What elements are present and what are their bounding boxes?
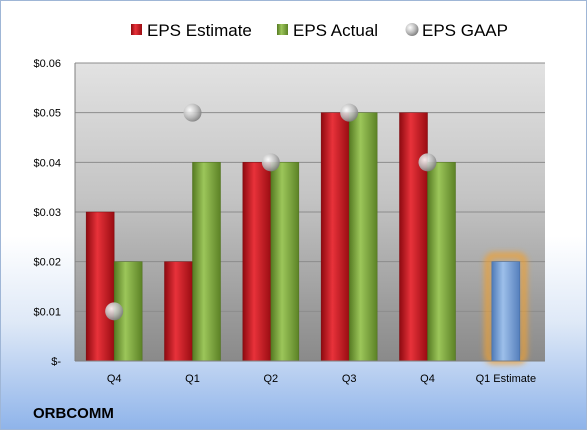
marker-eps-gaap [340, 103, 359, 122]
legend: EPS Estimate EPS Actual EPS GAAP [131, 21, 508, 40]
bar-q1-estimate [491, 261, 521, 362]
legend-label: EPS GAAP [422, 21, 508, 40]
bars [85, 112, 528, 365]
x-tick-label: Q3 [342, 373, 357, 385]
bar-eps-estimate [242, 162, 272, 362]
bar-eps-actual [192, 162, 221, 362]
y-tick-label: $0.06 [33, 58, 61, 70]
legend-swatch [277, 24, 288, 35]
legend-label: EPS Actual [293, 21, 378, 40]
y-tick-label: $0.03 [33, 207, 61, 219]
bar-eps-actual [427, 162, 456, 362]
gaap-markers [105, 103, 437, 321]
y-tick-label: $0.05 [33, 108, 61, 120]
bar-eps-estimate [85, 211, 115, 362]
axes: $0.06 $0.05 $0.04 $0.03 $0.02 $0.01 $- Q4 Q1 Q2 Q3… [33, 58, 545, 385]
x-tick-label: Q4 [107, 373, 122, 385]
marker-eps-gaap [418, 153, 437, 172]
marker-eps-gaap [261, 153, 280, 172]
marker-eps-gaap [105, 302, 124, 321]
company-label: ORBCOMM [33, 405, 114, 422]
x-tick-label: Q1 [185, 373, 200, 385]
x-tick-label: Q2 [263, 373, 278, 385]
bar-eps-actual [348, 112, 378, 362]
x-tick-label: Q4 [420, 373, 435, 385]
bar-eps-actual [270, 162, 300, 362]
marker-eps-gaap [183, 103, 202, 122]
bar-eps-estimate [320, 112, 350, 362]
legend-swatch [405, 23, 419, 36]
legend-label: EPS Estimate [147, 21, 252, 40]
y-tick-label: $0.02 [33, 257, 61, 269]
bar-eps-estimate [399, 112, 428, 362]
x-tick-label: Q1 Estimate [476, 373, 537, 385]
legend-swatch [131, 24, 142, 35]
y-tick-label: $0.01 [33, 306, 61, 318]
y-tick-label: $- [51, 356, 61, 368]
y-tick-label: $0.04 [33, 157, 61, 169]
bar-eps-estimate [164, 261, 193, 362]
